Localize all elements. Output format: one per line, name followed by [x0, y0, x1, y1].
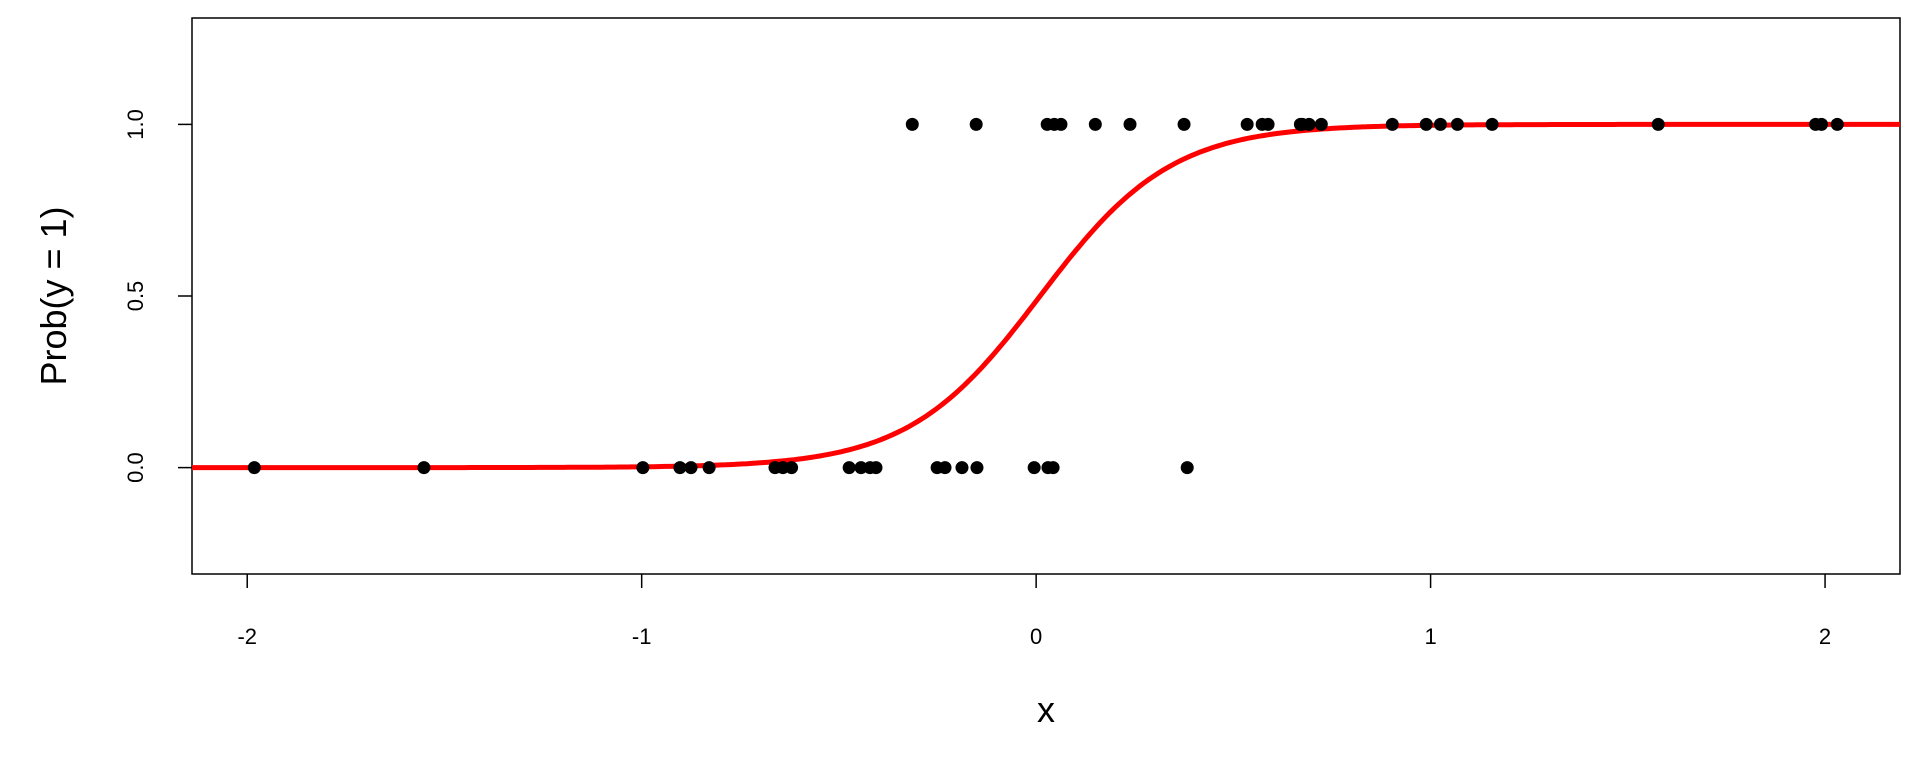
data-point-y1 [1419, 117, 1433, 131]
data-point-y1 [1261, 117, 1275, 131]
data-point-y1 [1651, 117, 1665, 131]
y-axis-label: Prob(y = 1) [33, 206, 74, 385]
plot-frame [191, 17, 1901, 575]
data-point-y1 [1177, 117, 1191, 131]
data-point-y1 [905, 117, 919, 131]
data-point-y0 [869, 461, 883, 475]
data-point-y0 [1046, 461, 1060, 475]
data-point-y0 [1027, 461, 1041, 475]
x-tick-label: 1 [1424, 624, 1436, 649]
data-point-y0 [854, 461, 868, 475]
data-point-y0 [842, 461, 856, 475]
x-tick-label: 0 [1030, 624, 1042, 649]
y-tick-label: 0.5 [123, 281, 148, 312]
data-point-y0 [1180, 461, 1194, 475]
data-point-y0 [970, 461, 984, 475]
x-tick-label: -1 [632, 624, 652, 649]
x-tick-label: 2 [1819, 624, 1831, 649]
x-tick-label: -2 [237, 624, 257, 649]
data-point-y1 [1054, 117, 1068, 131]
data-point-y1 [1385, 117, 1399, 131]
data-point-y0 [417, 461, 431, 475]
data-point-y0 [938, 461, 952, 475]
data-point-y1 [1830, 117, 1844, 131]
data-point-y1 [1302, 117, 1316, 131]
x-axis-label: x [1037, 689, 1055, 730]
data-point-y0 [684, 461, 698, 475]
data-point-y0 [247, 461, 261, 475]
data-point-y1 [1485, 117, 1499, 131]
data-point-y1 [1123, 117, 1137, 131]
data-point-y1 [1450, 117, 1464, 131]
data-point-y1 [1240, 117, 1254, 131]
data-point-y0 [785, 461, 799, 475]
data-point-y1 [1088, 117, 1102, 131]
data-point-y0 [702, 461, 716, 475]
data-point-y1 [1815, 117, 1829, 131]
data-point-y0 [673, 461, 687, 475]
fitted-logistic-curve [192, 121, 1900, 471]
data-point-y1 [1314, 117, 1328, 131]
data-point-y0 [636, 461, 650, 475]
y-tick-label: 1.0 [123, 109, 148, 140]
y-tick-label: 0.0 [123, 452, 148, 483]
data-point-y1 [969, 117, 983, 131]
data-point-y1 [1433, 117, 1447, 131]
data-point-y0 [955, 461, 969, 475]
